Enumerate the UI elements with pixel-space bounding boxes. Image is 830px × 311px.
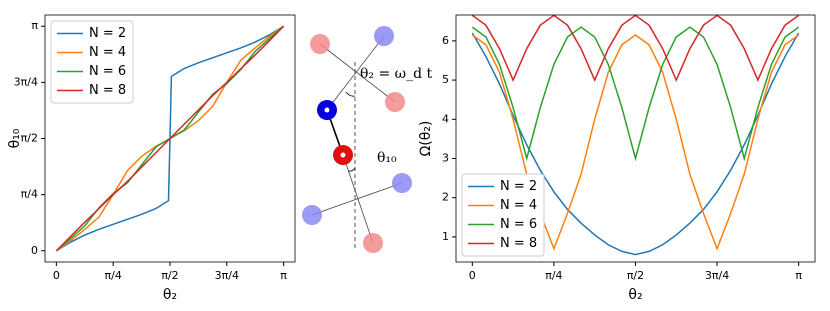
angle-arc — [345, 91, 356, 97]
rod — [342, 154, 374, 244]
x-tick-label: π/2 — [627, 269, 644, 282]
y-tick-label: 2 — [442, 191, 449, 204]
pivot — [324, 107, 330, 113]
diagram: θ₂ = ω_d t θ₁₀ — [302, 26, 433, 253]
line — [471, 32, 800, 256]
y-tick-label: 3 — [442, 151, 449, 164]
legend-label: N = 2 — [89, 26, 126, 41]
legend-label: N = 8 — [500, 236, 537, 251]
mass — [363, 233, 383, 253]
y-tick-label: 6 — [442, 34, 449, 47]
x-axis-label: θ₂ — [628, 287, 642, 303]
angle-label: θ₂ = ω_d t — [360, 66, 433, 82]
angle-label: θ₁₀ — [377, 150, 397, 166]
x-tick-label: π/2 — [161, 269, 178, 282]
pivot — [340, 152, 346, 158]
mass — [302, 205, 322, 225]
x-tick-label: π — [795, 269, 802, 282]
x-tick-label: 3π/4 — [215, 269, 239, 282]
y-tick-label: π — [31, 19, 38, 32]
y-tick-label: 1 — [442, 230, 449, 243]
legend-box — [461, 173, 545, 257]
x-tick-label: π/4 — [105, 269, 122, 282]
legend-label: N = 2 — [500, 179, 537, 194]
mass — [310, 34, 330, 54]
legend-box — [50, 20, 134, 104]
y-axis-label: θ₁₀ — [7, 128, 23, 148]
line — [471, 26, 800, 162]
rod — [311, 182, 403, 216]
y-tick-label: 4 — [442, 112, 449, 125]
x-tick-label: π — [280, 269, 287, 282]
legend-label: N = 8 — [89, 83, 126, 98]
legend-label: N = 4 — [500, 198, 537, 213]
line — [471, 14, 800, 82]
legend-label: N = 4 — [89, 45, 126, 60]
rod — [319, 43, 396, 103]
y-tick-label: 0 — [31, 244, 38, 257]
y-tick-label: 3π/4 — [14, 75, 38, 88]
y-tick-label: 5 — [442, 73, 449, 86]
x-tick-label: 0 — [53, 269, 60, 282]
x-tick-label: 3π/4 — [705, 269, 729, 282]
y-axis-label: Ω(θ₂) — [418, 121, 434, 157]
mass — [385, 92, 405, 112]
y-tick-label: π/2 — [21, 132, 38, 145]
mass — [374, 26, 394, 46]
angle-arc — [347, 167, 356, 172]
x-axis-label: θ₂ — [163, 287, 177, 303]
x-tick-label: 0 — [469, 269, 476, 282]
chart: 0 π/4 π/2 3π/4 π 0 π/4 π/2 3π/4 π θ₂ θ₁₀ N = 2 N = 4 N… — [7, 14, 296, 303]
mass — [392, 173, 412, 193]
chart: 0 π/4 π/2 3π/4 π 1 2 3 4 5 6 θ₂ Ω(θ₂) N = 2 N = 4 N = 6… — [418, 14, 816, 303]
legend-label: N = 6 — [89, 64, 126, 79]
line — [55, 25, 285, 252]
rod — [326, 35, 385, 111]
legend-label: N = 6 — [500, 217, 537, 232]
x-tick-label: π/4 — [545, 269, 562, 282]
y-tick-label: π/4 — [21, 188, 38, 201]
